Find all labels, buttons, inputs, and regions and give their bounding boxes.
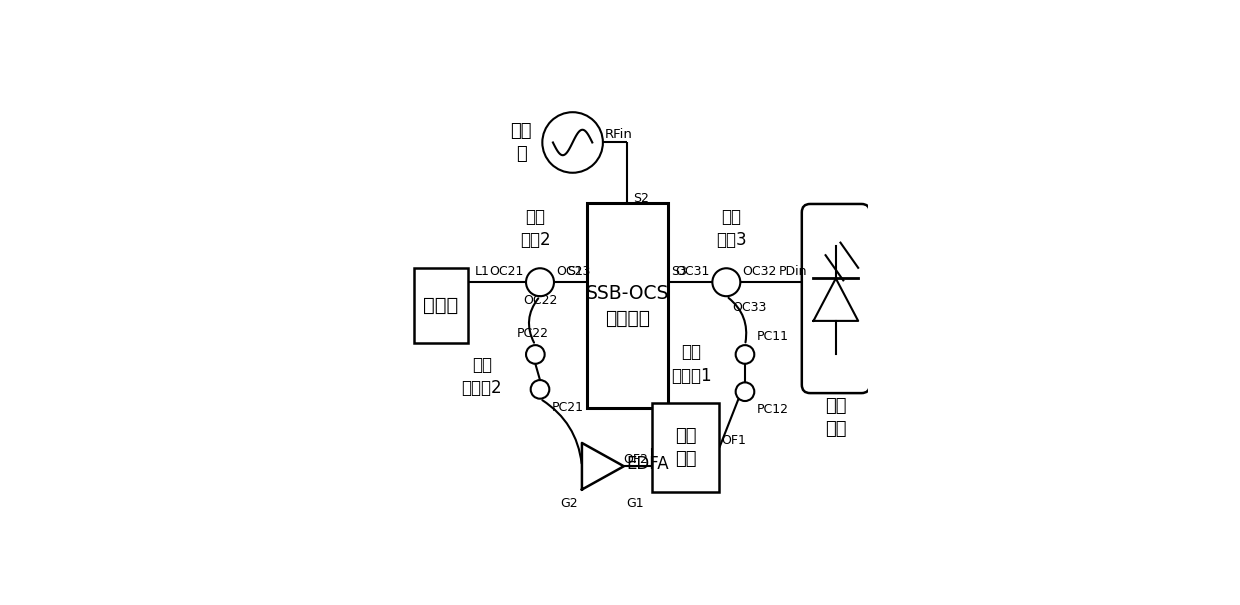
Text: OC21: OC21 bbox=[490, 266, 523, 278]
Circle shape bbox=[542, 112, 603, 173]
Text: 光耦
合器2: 光耦 合器2 bbox=[520, 208, 551, 249]
Text: L1: L1 bbox=[475, 266, 490, 278]
Circle shape bbox=[735, 382, 754, 401]
Circle shape bbox=[531, 380, 549, 399]
Text: PC11: PC11 bbox=[756, 330, 789, 343]
Text: RFin: RFin bbox=[605, 128, 634, 140]
Text: OC22: OC22 bbox=[523, 295, 557, 307]
Text: 光耦
合器3: 光耦 合器3 bbox=[715, 208, 746, 249]
Text: OF1: OF1 bbox=[722, 434, 746, 447]
Text: OC32: OC32 bbox=[743, 266, 777, 278]
Text: PC21: PC21 bbox=[552, 401, 584, 414]
Text: OF2: OF2 bbox=[624, 453, 649, 466]
Text: 激光器: 激光器 bbox=[423, 296, 459, 315]
FancyBboxPatch shape bbox=[652, 404, 719, 492]
Text: OC33: OC33 bbox=[732, 301, 766, 315]
Text: PC12: PC12 bbox=[756, 404, 789, 416]
Text: PC22: PC22 bbox=[517, 327, 549, 339]
Text: OC23: OC23 bbox=[557, 266, 590, 278]
Text: 光滤
波器: 光滤 波器 bbox=[675, 427, 697, 468]
FancyBboxPatch shape bbox=[587, 203, 668, 408]
Text: 偏振
控制器2: 偏振 控制器2 bbox=[461, 356, 502, 397]
Text: S2: S2 bbox=[632, 192, 649, 205]
Text: 光电
探测: 光电 探测 bbox=[825, 396, 847, 438]
Circle shape bbox=[735, 345, 754, 364]
Text: 射频
源: 射频 源 bbox=[511, 122, 532, 163]
Text: G2: G2 bbox=[560, 497, 578, 509]
Circle shape bbox=[526, 268, 554, 296]
Text: S1: S1 bbox=[568, 266, 583, 278]
FancyBboxPatch shape bbox=[414, 268, 467, 343]
Circle shape bbox=[712, 268, 740, 296]
Text: 偏振
控制器1: 偏振 控制器1 bbox=[671, 343, 712, 385]
Text: PDin: PDin bbox=[779, 266, 807, 278]
Circle shape bbox=[526, 345, 544, 364]
Text: S3: S3 bbox=[671, 266, 687, 278]
FancyBboxPatch shape bbox=[802, 204, 869, 393]
Text: SSB-OCS
生成单元: SSB-OCS 生成单元 bbox=[585, 284, 670, 327]
Text: EDFA: EDFA bbox=[626, 455, 668, 473]
Text: G1: G1 bbox=[626, 497, 644, 509]
Text: OC31: OC31 bbox=[676, 266, 711, 278]
